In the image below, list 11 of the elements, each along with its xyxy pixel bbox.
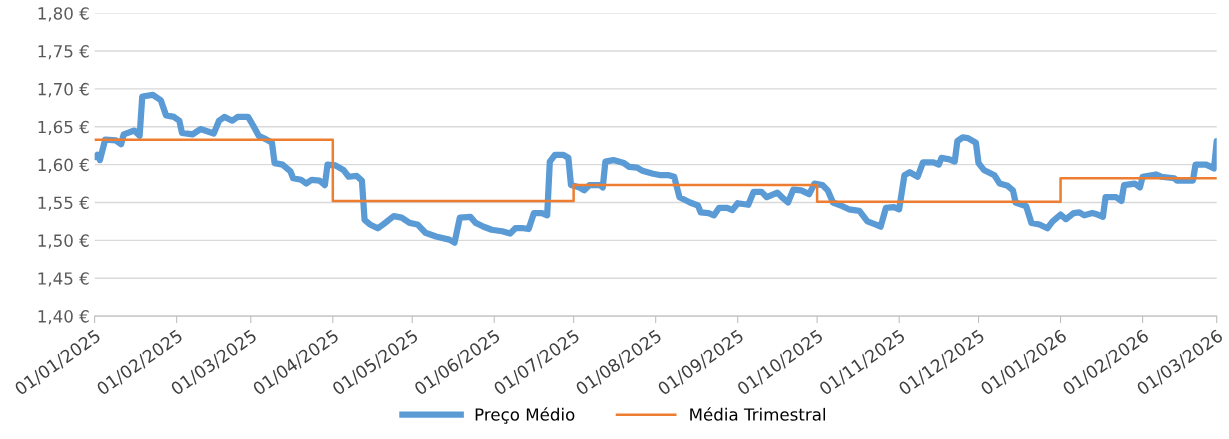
y-tick-label: 1,60 € — [38, 158, 89, 173]
y-tick-label: 1,75 € — [38, 45, 89, 60]
y-tick-label: 1,40 € — [38, 310, 89, 325]
y-tick-label: 1,55 € — [38, 196, 89, 211]
y-tick-label: 1,80 € — [38, 7, 89, 22]
y-tick-label: 1,65 € — [38, 120, 89, 136]
y-tick-label: 1,70 € — [38, 82, 89, 98]
y-tick-label: 1,45 € — [38, 272, 89, 287]
legend-label: Média Trimestral — [690, 407, 826, 421]
y-tick-label: 1,50 € — [38, 234, 89, 249]
legend-label: Preço Médio — [475, 407, 575, 424]
